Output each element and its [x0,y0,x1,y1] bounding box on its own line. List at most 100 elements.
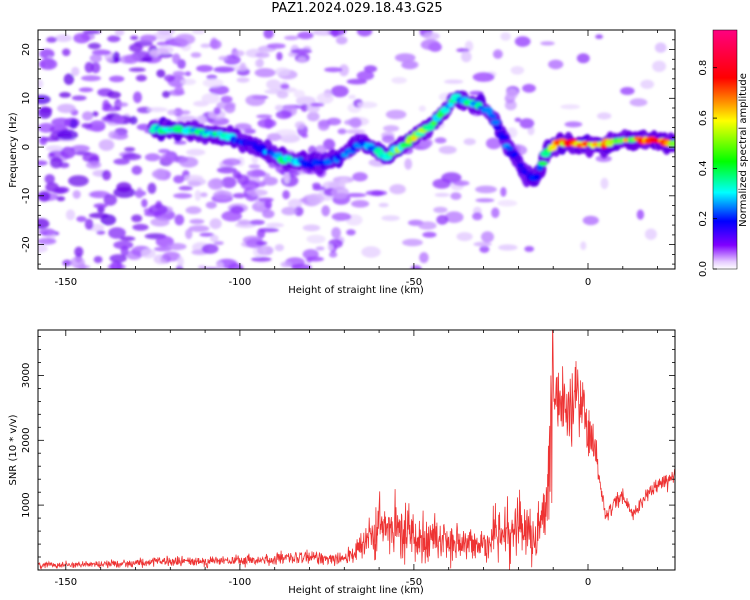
spectrogram-speckle [52,188,67,195]
spectrogram-speckle [57,103,76,114]
spectrogram-speckle [180,78,197,86]
spectrogram-speckle [172,53,181,65]
spectrogram-speckle [221,176,237,189]
spectrogram-speckle [560,104,581,110]
spectrogram-speckle [84,218,94,230]
spectrogram-speckle [331,227,341,239]
snr-y-axis-label: SNR (10 * v/v) [8,414,19,485]
colorbar-tick-label: 0.6 [698,110,709,126]
spectrogram-speckle [385,109,407,120]
spectrogram-speckle [157,30,175,35]
spectrogram-speckle [167,109,177,116]
spectrogram-speckle [162,251,181,262]
spectrogram-speckle [158,148,170,154]
spectrogram-speckle [207,178,224,190]
spectrogram-speckle [420,39,441,51]
spectrogram-speckle [314,145,327,155]
spectrogram-speckle [654,42,667,53]
spectrogram-speckle [200,192,208,198]
snr-x-tick-label: -50 [406,577,422,588]
spectrogram-speckle [58,162,70,169]
spectrogram-speckle [324,67,343,73]
spectrogram-speckle [301,133,309,138]
spectrogram-speckle [218,55,228,61]
spectrogram-speckle [38,237,57,245]
spectrogram-speckle [331,186,350,199]
spectrogram-speckle [48,152,56,158]
spectrogram-ridge-core [447,102,454,108]
spectrogram-speckle [172,70,186,77]
spectrogram-speckle [288,51,296,58]
chart-title: PAZ1.2024.029.18.43.G25 [271,1,443,16]
spectrogram-speckle [144,153,161,162]
spectrogram-speckle [640,79,655,90]
spectrogram-speckle [113,240,134,250]
spectrogram-speckle [423,32,440,40]
spectrogram-speckle [255,241,268,246]
spectrogram-speckle [540,41,555,46]
spectrogram-speckle [357,101,378,109]
spectrogram-speckle [173,175,185,184]
spectrogram-speckle [174,33,196,45]
spectrogram-speckle [432,178,451,189]
spectrogram-speckle [87,42,101,50]
spectrogram-speckle [120,245,129,257]
spectrogram-speckle [156,69,166,78]
spectrogram-speckle [644,228,657,240]
spectrogram-speckle [306,256,324,262]
spectrogram-speckle [283,171,290,184]
spectrogram-x-tick-label: 0 [585,277,591,288]
spectrogram-speckle [321,205,331,217]
spectrogram-speckle [344,193,367,198]
spectrogram-speckle [436,214,449,225]
spectrogram-speckle [237,174,250,185]
spectrogram-speckle [461,51,472,63]
spectrogram-speckle [184,71,192,77]
snr-panel: -150 -100 -50 0 1000 2000 3000 Height of strai… [8,329,676,596]
spectrogram-speckle [275,110,292,120]
spectrogram-ridge-core [516,163,525,168]
spectrogram-speckle [201,93,220,104]
spectrogram-speckle [129,43,143,52]
spectrogram-speckle [281,206,297,216]
spectrogram-speckle [213,66,235,73]
spectrogram-y-tick-label: 0 [21,144,32,150]
spectrogram-ridge-core [514,155,521,164]
spectrogram-ridge-core [533,173,541,180]
spectrogram-speckle [331,30,340,38]
spectrogram-speckle [284,35,299,41]
spectrogram-speckle [263,30,274,39]
spectrogram-speckle [383,125,400,132]
spectrogram-speckle [102,99,110,112]
spectrogram-speckle [307,111,320,122]
spectrogram-speckle [186,148,206,156]
spectrogram-speckle [291,264,312,269]
spectrogram-speckle [433,206,448,214]
spectrogram-speckle [410,265,422,269]
spectrogram-speckle [112,51,121,63]
spectrogram-speckle [157,52,173,58]
spectrogram-speckle [401,60,419,70]
spectrogram-speckle [265,222,284,228]
spectrogram-speckle [346,78,367,85]
spectrogram-speckle [475,185,497,194]
spectrogram-speckle [491,207,500,219]
spectrogram-speckle [595,155,612,163]
spectrogram-speckle [200,43,211,48]
spectrogram-speckle [505,88,518,100]
snr-frame [37,329,676,571]
spectrogram-speckle [100,214,117,226]
spectrogram-speckle [178,185,193,191]
spectrogram-speckle [485,137,502,150]
spectrogram-speckle [576,53,590,64]
spectrogram-speckle [54,34,72,42]
spectrogram-speckle [473,241,492,247]
spectrogram-speckle [245,94,266,107]
spectrogram-speckle [116,182,132,193]
spectrogram-speckle [329,251,338,258]
spectrogram-speckle [184,174,204,181]
spectrogram-speckle [173,140,187,145]
spectrogram-speckle [245,238,264,249]
spectrogram-x-axis-label: Height of straight line (km) [288,285,424,296]
spectrogram-speckle [492,49,503,59]
